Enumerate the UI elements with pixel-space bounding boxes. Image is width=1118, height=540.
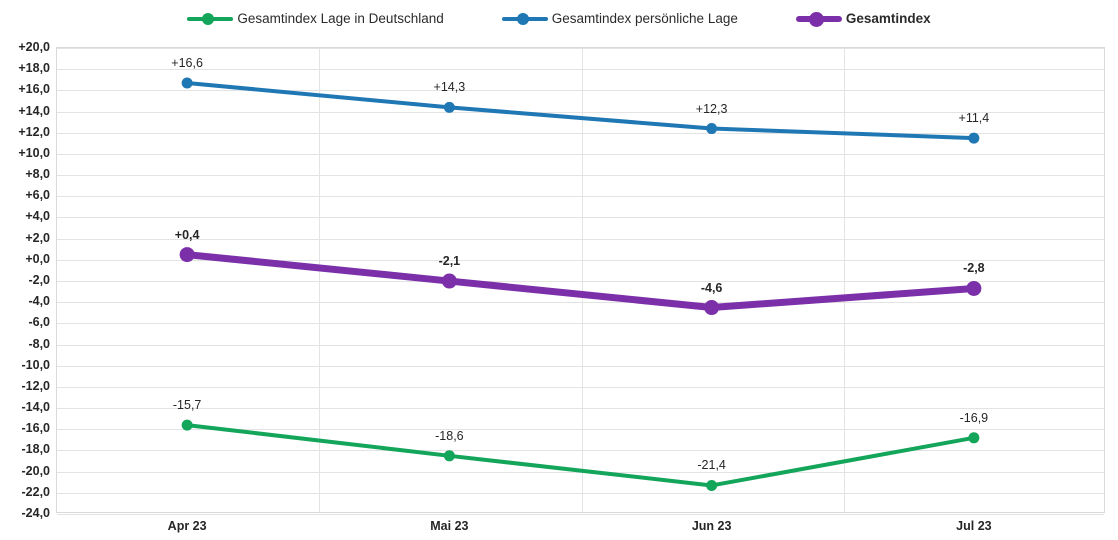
y-axis-tick-label: -18,0 [21, 442, 51, 457]
horizontal-gridline [57, 429, 1104, 431]
legend-item-lage-deutschland[interactable]: Gesamtindex Lage in Deutschland [187, 11, 444, 26]
legend-marker-icon [808, 12, 824, 27]
legend-label: Gesamtindex Lage in Deutschland [237, 11, 444, 26]
horizontal-gridline [57, 492, 1104, 494]
y-axis-tick-label: -12,0 [21, 378, 51, 393]
data-point-label: -15,7 [172, 398, 202, 413]
vertical-gridline [581, 48, 583, 512]
horizontal-gridline [57, 259, 1104, 261]
horizontal-gridline [57, 450, 1104, 452]
horizontal-gridline [57, 153, 1104, 155]
y-axis-tick-label: -20,0 [21, 463, 51, 478]
x-axis-tick-label: Mai 23 [430, 519, 469, 533]
data-point-label: +0,4 [174, 227, 200, 242]
data-point-label: -21,4 [697, 458, 726, 473]
vertical-gridline [319, 48, 321, 512]
horizontal-gridline [57, 217, 1104, 219]
data-point-label: -2,8 [963, 261, 985, 276]
data-point-label: +11,4 [958, 111, 990, 126]
y-axis-tick-label: +16,0 [18, 82, 50, 97]
horizontal-gridline [57, 132, 1104, 134]
y-axis-tick-label: +2,0 [25, 230, 50, 245]
legend-label: Gesamtindex [845, 11, 931, 26]
data-point-label: +14,3 [433, 80, 466, 95]
chart-legend: Gesamtindex Lage in Deutschland Gesamtind… [0, 4, 1118, 34]
data-point-label: +16,6 [171, 56, 203, 70]
horizontal-gridline [57, 514, 1104, 515]
y-axis-tick-label: -2,0 [28, 273, 50, 287]
y-axis-tick-label: -4,0 [28, 294, 50, 309]
legend-marker-icon [516, 13, 529, 25]
legend-swatch-icon [795, 12, 842, 27]
data-point-label: -2,1 [438, 254, 461, 269]
horizontal-gridline [57, 386, 1104, 388]
y-axis-tick-label: +10,0 [18, 145, 50, 160]
legend-swatch-icon [501, 12, 548, 26]
y-axis-tick-label: +8,0 [25, 167, 50, 182]
horizontal-gridline [57, 69, 1104, 71]
data-point-label: -4,6 [700, 280, 723, 295]
legend-label: Gesamtindex persönliche Lage [551, 11, 738, 26]
y-axis-tick-label: -8,0 [28, 336, 50, 351]
y-axis-tick-label: -24,0 [21, 506, 51, 520]
legend-item-persoenliche-lage[interactable]: Gesamtindex persönliche Lage [501, 11, 738, 26]
x-axis-tick-label: Jul 23 [956, 519, 992, 533]
y-axis-tick-label: -22,0 [21, 484, 51, 499]
horizontal-gridline [57, 344, 1104, 346]
horizontal-gridline [57, 90, 1104, 92]
horizontal-gridline [57, 196, 1104, 198]
horizontal-gridline [57, 408, 1104, 410]
legend-swatch-icon [187, 12, 234, 26]
legend-item-gesamtindex[interactable]: Gesamtindex [795, 11, 931, 27]
x-axis-tick-label: Apr 23 [167, 519, 207, 533]
y-axis-tick-label: +12,0 [18, 124, 50, 139]
y-axis-tick-label: +0,0 [25, 251, 50, 266]
horizontal-gridline [57, 365, 1104, 367]
horizontal-gridline [57, 471, 1104, 473]
horizontal-gridline [57, 281, 1104, 282]
y-axis-tick-label: -10,0 [21, 357, 51, 372]
y-axis-tick-label: +20,0 [18, 40, 50, 54]
data-point-label: -16,9 [959, 410, 989, 425]
horizontal-gridline [57, 302, 1104, 304]
horizontal-gridline [57, 238, 1104, 240]
horizontal-gridline [57, 323, 1104, 325]
data-point-label: -18,6 [435, 428, 464, 443]
data-point-label: +12,3 [695, 101, 728, 116]
legend-marker-icon [202, 13, 215, 25]
y-axis-tick-label: +18,0 [18, 61, 50, 76]
y-axis-tick-label: -16,0 [21, 421, 51, 436]
y-axis-tick-label: -14,0 [21, 400, 51, 415]
y-axis-tick-label: +6,0 [25, 188, 50, 203]
x-axis-tick-label: Jun 23 [691, 519, 732, 533]
horizontal-gridline [57, 175, 1104, 177]
vertical-gridline [843, 48, 845, 512]
y-axis-tick-label: -6,0 [28, 315, 50, 330]
y-axis-tick-label: +4,0 [25, 209, 50, 224]
y-axis-tick-label: +14,0 [18, 103, 50, 118]
horizontal-gridline [57, 48, 1104, 49]
